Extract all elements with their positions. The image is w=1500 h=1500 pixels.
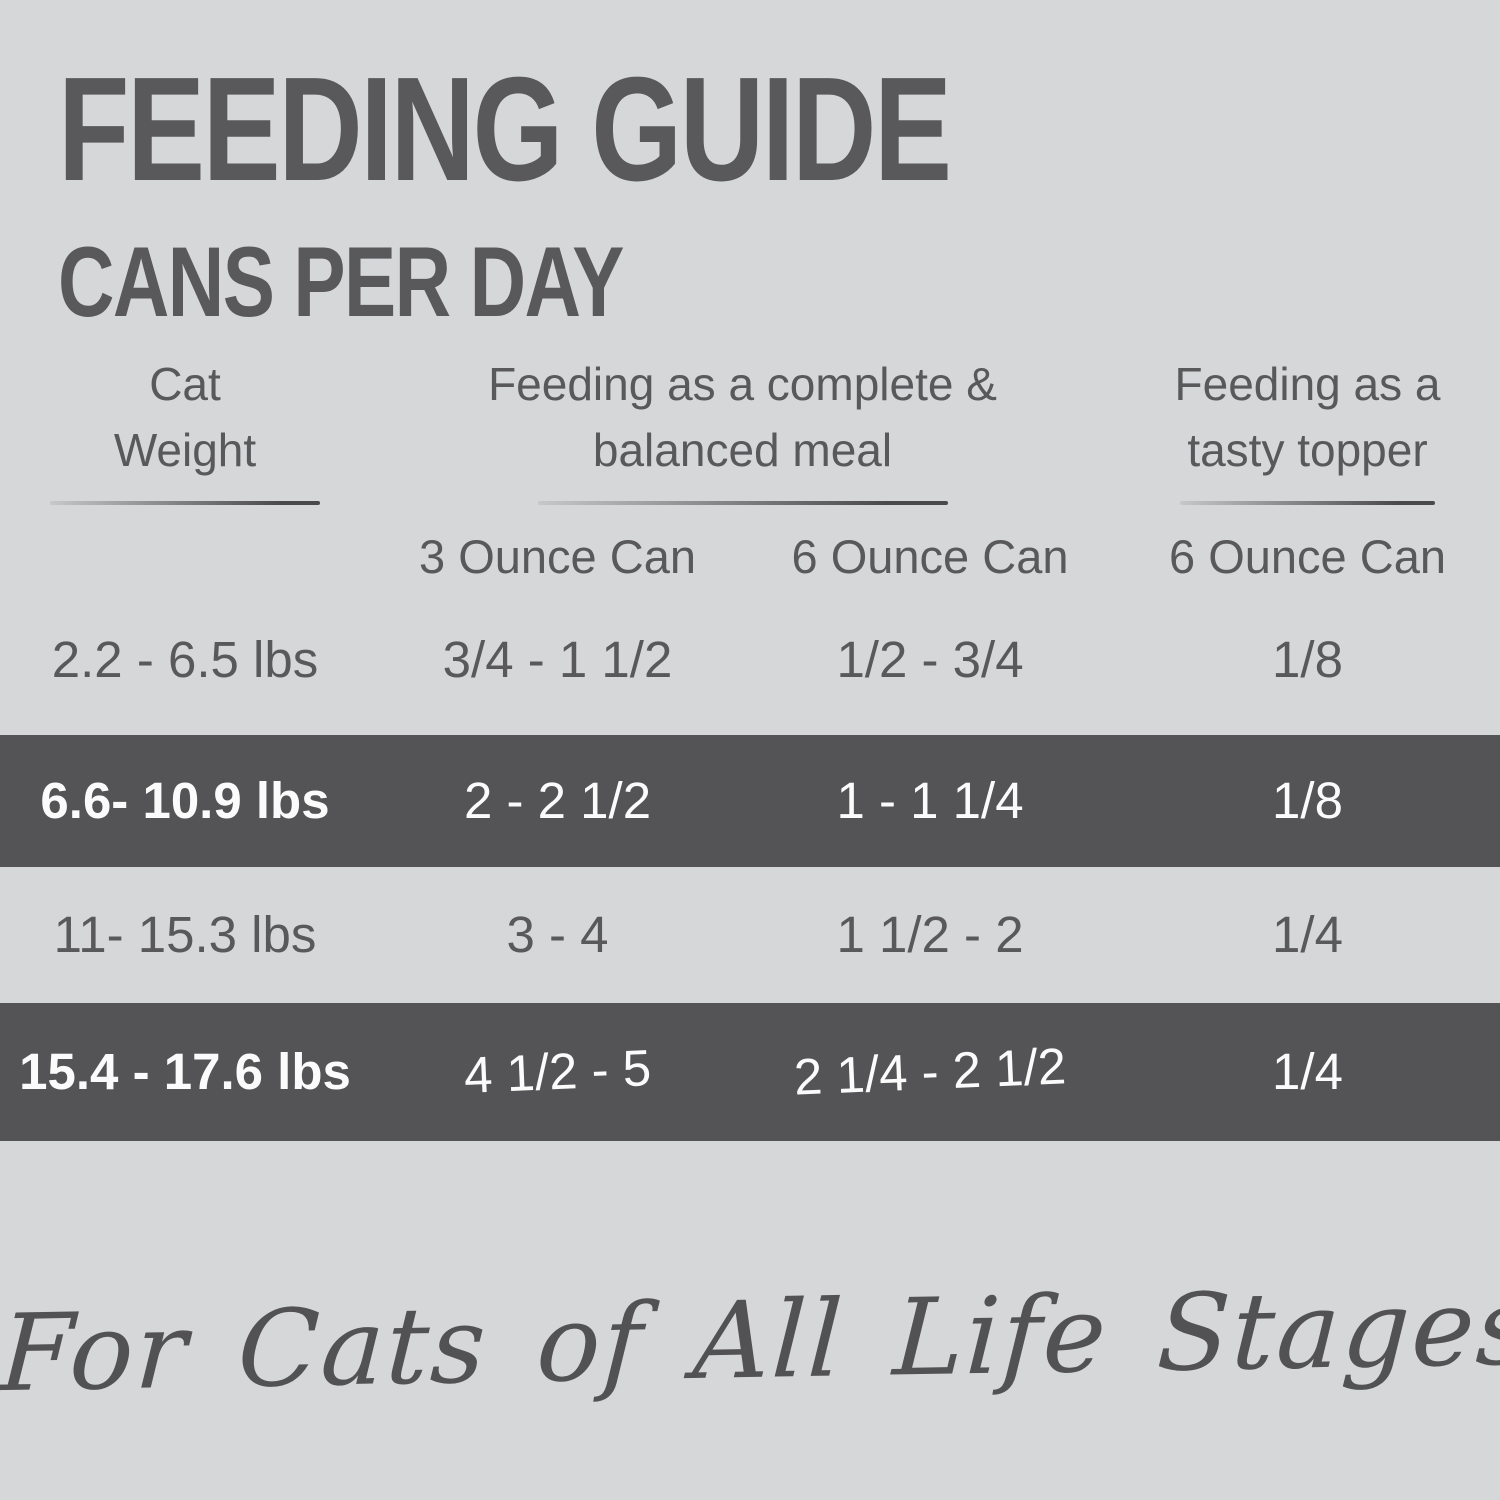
table-row: 11- 15.3 lbs 3 - 4 1 1/2 - 2 1/4 bbox=[0, 867, 1500, 1003]
cell-6oz-topper-amount: 1/8 bbox=[1272, 631, 1343, 689]
header-underline bbox=[50, 500, 320, 505]
header-tasty-topper-line2: tasty topper bbox=[1187, 423, 1428, 476]
subheader-6oz-can-meal: 6 Ounce Can bbox=[791, 530, 1069, 584]
cell-6oz-topper-amount: 1/4 bbox=[1272, 906, 1343, 964]
page-title: FEEDING GUIDE bbox=[58, 47, 952, 212]
header-complete-meal-line2: balanced meal bbox=[592, 423, 893, 476]
page-subtitle: CANS PER DAY bbox=[58, 225, 624, 337]
subheader-3oz-can: 3 Ounce Can bbox=[419, 530, 696, 584]
table-row: 2.2 - 6.5 lbs 3/4 - 1 1/2 1/2 - 3/4 1/8 bbox=[0, 585, 1500, 735]
cell-6oz-meal-amount: 2 1/4 - 2 1/2 bbox=[792, 1037, 1068, 1106]
header-tasty-topper: Feeding as a tasty topper bbox=[1115, 351, 1500, 505]
feeding-table: Cat Weight Feeding as a complete & balan… bbox=[0, 351, 1500, 1141]
table-row-highlighted: 6.6- 10.9 lbs 2 - 2 1/2 1 - 1 1/4 1/8 bbox=[0, 734, 1500, 867]
header-underline bbox=[537, 500, 948, 505]
cell-6oz-topper-amount: 1/4 bbox=[1272, 1043, 1343, 1101]
title-block: FEEDING GUIDE CANS PER DAY bbox=[0, 0, 1500, 337]
cell-3oz-amount: 3 - 4 bbox=[506, 906, 609, 964]
table-subheader-row: 3 Ounce Can 6 Ounce Can 6 Ounce Can bbox=[0, 529, 1500, 585]
cell-cat-weight: 11- 15.3 lbs bbox=[53, 906, 317, 964]
header-underline bbox=[1180, 500, 1435, 505]
cell-6oz-meal-amount: 1 1/2 - 2 bbox=[836, 906, 1024, 964]
table-row-highlighted: 15.4 - 17.6 lbs 4 1/2 - 5 2 1/4 - 2 1/2 … bbox=[0, 1002, 1500, 1141]
tagline-script: For Cats of All Life Stages bbox=[0, 1264, 1500, 1415]
cell-6oz-meal-amount: 1 - 1 1/4 bbox=[836, 772, 1024, 830]
cell-cat-weight: 2.2 - 6.5 lbs bbox=[51, 631, 319, 689]
cell-cat-weight: 6.6- 10.9 lbs bbox=[40, 772, 330, 830]
table-header-row: Cat Weight Feeding as a complete & balan… bbox=[0, 351, 1500, 505]
cell-3oz-amount: 4 1/2 - 5 bbox=[462, 1039, 653, 1105]
subheader-6oz-can-topper: 6 Ounce Can bbox=[1169, 530, 1446, 584]
cell-cat-weight: 15.4 - 17.6 lbs bbox=[19, 1043, 351, 1101]
cell-3oz-amount: 3/4 - 1 1/2 bbox=[442, 631, 673, 689]
header-tasty-topper-line1: Feeding as a bbox=[1174, 357, 1441, 410]
header-cat-weight-line2: Weight bbox=[113, 423, 257, 476]
header-complete-meal-line1: Feeding as a complete & bbox=[488, 357, 997, 410]
cell-6oz-topper-amount: 1/8 bbox=[1272, 772, 1343, 830]
header-cat-weight-line1: Cat bbox=[149, 357, 221, 410]
header-complete-meal: Feeding as a complete & balanced meal bbox=[370, 351, 1115, 505]
cell-6oz-meal-amount: 1/2 - 3/4 bbox=[836, 631, 1024, 689]
cell-3oz-amount: 2 - 2 1/2 bbox=[463, 772, 652, 830]
header-cat-weight: Cat Weight bbox=[0, 351, 370, 505]
